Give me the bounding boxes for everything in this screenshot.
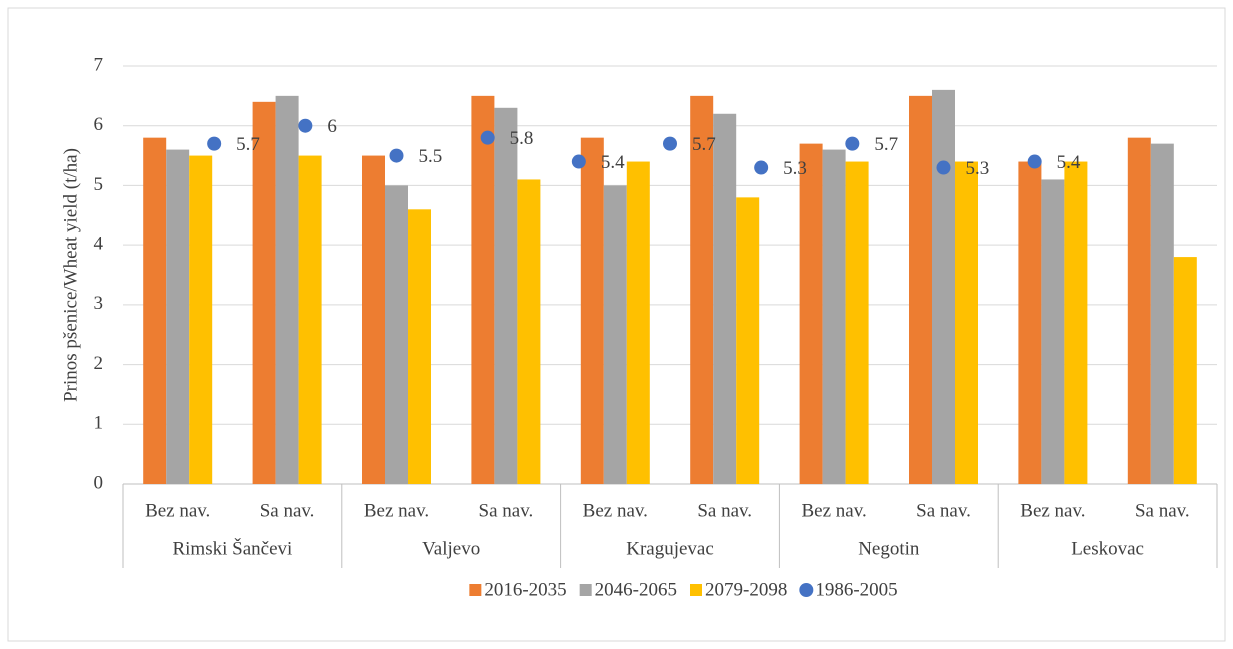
- y-tick-label: 4: [94, 234, 104, 255]
- group-label: Kragujevac: [626, 538, 714, 559]
- bar: [909, 95, 932, 484]
- bar: [494, 107, 518, 485]
- point: [389, 148, 404, 163]
- bar: [1018, 161, 1042, 485]
- point: [1027, 154, 1042, 169]
- bar: [932, 89, 955, 484]
- point: [207, 136, 222, 151]
- bar: [143, 137, 167, 484]
- y-tick-label: 2: [94, 353, 104, 374]
- bar: [252, 101, 276, 484]
- group-label: Rimski Šančevi: [172, 537, 292, 559]
- y-axis-label: Prinos pšenice/Wheat yield (t/ha): [60, 148, 81, 402]
- bar: [385, 185, 408, 484]
- x-tick-label: Sa nav.: [697, 500, 752, 521]
- bar: [736, 197, 760, 484]
- data-label: 5.4: [601, 152, 625, 173]
- bar: [166, 149, 190, 484]
- point: [936, 160, 951, 175]
- x-tick-label: Bez nav.: [583, 500, 648, 521]
- point: [571, 154, 586, 169]
- point: [663, 136, 677, 151]
- x-tick-label: Sa nav.: [260, 500, 315, 521]
- legend-marker: [799, 583, 814, 597]
- legend-marker: [690, 584, 702, 596]
- legend-label: 2079-2098: [705, 579, 787, 600]
- point: [754, 160, 769, 175]
- y-tick-label: 3: [94, 293, 104, 314]
- data-label: 5.3: [966, 158, 990, 179]
- x-tick-label: Sa nav.: [916, 500, 971, 521]
- x-tick-label: Bez nav.: [801, 500, 866, 521]
- bar: [408, 209, 431, 485]
- point: [480, 130, 495, 145]
- data-label: 5.7: [874, 134, 898, 155]
- bar: [690, 95, 714, 484]
- x-tick-label: Sa nav.: [479, 500, 534, 521]
- y-tick-label: 0: [94, 472, 104, 493]
- bar: [517, 179, 541, 484]
- legend-label: 2046-2065: [595, 579, 677, 600]
- group-label: Valjevo: [422, 538, 480, 559]
- bar: [603, 185, 627, 484]
- x-tick-label: Sa nav.: [1135, 500, 1190, 521]
- data-label: 5.5: [419, 146, 443, 167]
- x-tick-label: Bez nav.: [364, 500, 429, 521]
- x-tick-label: Bez nav.: [1020, 500, 1085, 521]
- point: [845, 136, 860, 151]
- bar: [1064, 161, 1088, 485]
- bar: [298, 155, 322, 485]
- legend-marker: [579, 584, 592, 596]
- y-tick-label: 5: [94, 174, 104, 195]
- bar: [189, 155, 213, 485]
- y-tick-label: 1: [94, 413, 104, 434]
- bar: [471, 95, 495, 484]
- bar: [845, 161, 869, 485]
- bar: [955, 161, 978, 485]
- data-label: 5.8: [510, 128, 534, 149]
- bar: [1127, 137, 1151, 484]
- data-label: 6: [327, 116, 337, 137]
- bar: [362, 155, 385, 485]
- point: [298, 118, 313, 133]
- bar: [580, 137, 604, 484]
- data-label: 5.4: [1057, 152, 1081, 173]
- bar: [275, 95, 299, 484]
- bar: [1150, 143, 1174, 484]
- data-label: 5.7: [236, 134, 260, 155]
- y-tick-label: 6: [94, 114, 104, 135]
- data-label: 5.7: [692, 134, 716, 155]
- bar: [1173, 257, 1197, 484]
- group-label: Negotin: [858, 538, 920, 559]
- bar: [626, 161, 650, 485]
- bar: [1041, 179, 1065, 484]
- data-label: 5.3: [783, 158, 807, 179]
- group-label: Leskovac: [1071, 538, 1144, 559]
- x-tick-label: Bez nav.: [145, 500, 210, 521]
- y-tick-label: 7: [94, 54, 104, 75]
- legend-label: 2016-2035: [484, 579, 566, 600]
- bar: [713, 113, 737, 485]
- bar: [822, 149, 846, 484]
- bar: [799, 143, 823, 484]
- legend-marker: [469, 584, 482, 596]
- legend-label: 1986-2005: [815, 579, 897, 600]
